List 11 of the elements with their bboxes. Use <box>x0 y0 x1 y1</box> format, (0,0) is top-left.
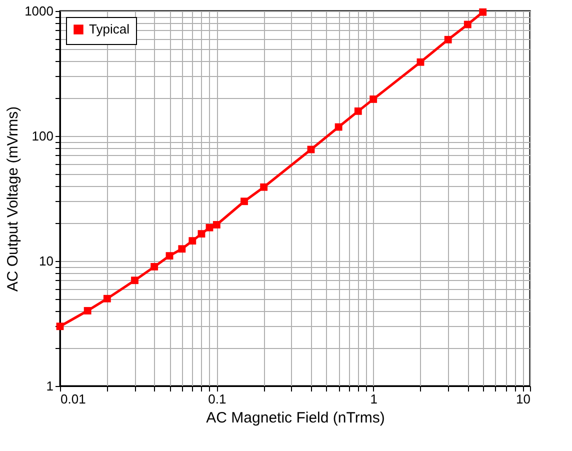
y-tick-label: 100 <box>32 128 54 144</box>
x-tick-label: 1 <box>370 392 378 406</box>
y-axis-title: AC Output Voltage (mVrms) <box>4 106 22 292</box>
legend-label: Typical <box>89 22 130 36</box>
y-tick-label: 1000 <box>24 4 54 18</box>
x-tick-label: 0.1 <box>208 392 226 406</box>
x-tick-label: 10 <box>516 392 530 406</box>
y-tick-label: 1 <box>46 378 54 394</box>
x-axis-title: AC Magnetic Field (nTrms) <box>206 410 385 426</box>
x-tick-label: 0.01 <box>60 392 86 406</box>
y-tick-label: 10 <box>39 254 54 268</box>
